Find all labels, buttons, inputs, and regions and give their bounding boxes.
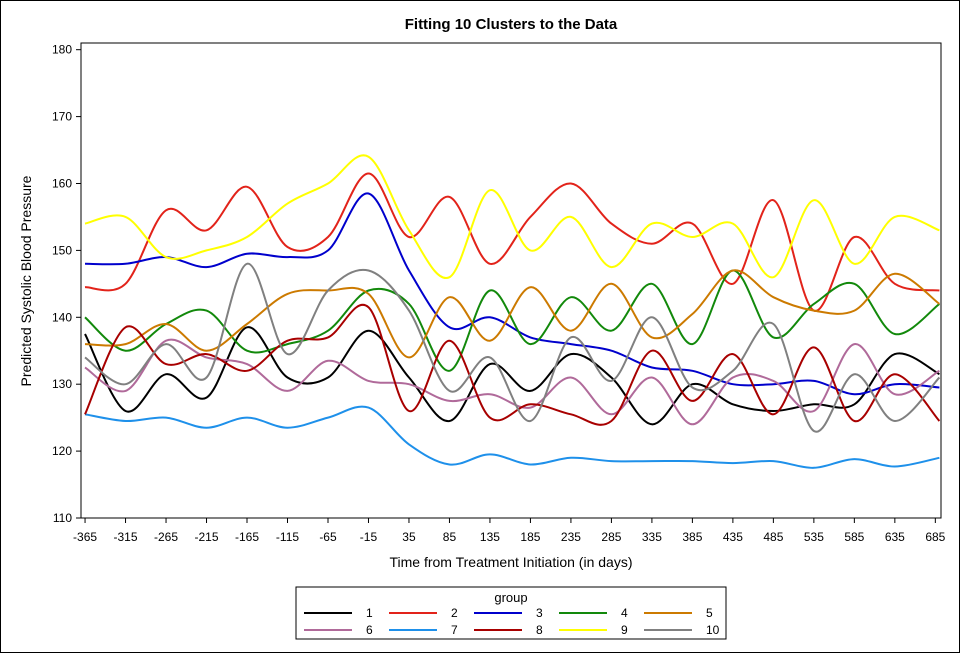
legend-items: 1 2 3 4 5 6 7 8 9 10: [304, 606, 720, 637]
legend-title: group: [494, 590, 527, 605]
x-tick-label: -315: [114, 530, 138, 544]
x-tick-label: -65: [319, 530, 337, 544]
series-line-9: [84, 154, 940, 279]
y-tick-label: 160: [52, 176, 72, 190]
plot-area: [80, 42, 942, 519]
y-tick-label: 130: [52, 377, 72, 391]
series-line-5: [84, 269, 941, 359]
legend-label-3: 3: [536, 606, 543, 620]
legend-label-1: 1: [366, 606, 373, 620]
x-tick-label: 585: [844, 530, 864, 544]
x-tick-label: 85: [443, 530, 457, 544]
chart-title: Fitting 10 Clusters to the Data: [405, 16, 618, 33]
x-tick-label: -365: [73, 530, 97, 544]
legend-label-10: 10: [706, 623, 720, 637]
x-tick-label: 185: [520, 530, 540, 544]
series-line-3: [84, 192, 940, 396]
x-tick-label: 335: [642, 530, 662, 544]
x-tick-label: -165: [235, 530, 259, 544]
x-tick-label: 685: [925, 530, 945, 544]
x-tick-label: -265: [154, 530, 178, 544]
legend-label-5: 5: [706, 606, 713, 620]
x-axis-label: Time from Treatment Initiation (in days): [389, 554, 632, 570]
series-line-4: [84, 269, 941, 372]
x-tick-label: 635: [885, 530, 905, 544]
y-tick-label: 180: [52, 43, 72, 57]
x-tick-label: 535: [804, 530, 824, 544]
y-axis-label: Predicted Systolic Blood Pressure: [18, 175, 34, 386]
legend-label-8: 8: [536, 623, 543, 637]
series-line-8: [84, 303, 941, 426]
x-tick-label: -215: [195, 530, 219, 544]
x-tick-label: 235: [561, 530, 581, 544]
legend-label-7: 7: [451, 623, 458, 637]
x-tick-label: 285: [601, 530, 621, 544]
y-tick-label: 150: [52, 243, 72, 257]
x-tick-label: 435: [723, 530, 743, 544]
y-tick-label: 170: [52, 110, 72, 124]
series-line-10: [84, 262, 941, 433]
legend: group 1 2 3 4 5 6 7 8 9 10: [295, 586, 727, 640]
x-tick-label: -15: [360, 530, 378, 544]
y-axis: 110 120 130 140 150 160 170 180: [52, 43, 81, 525]
series-line-1: [84, 326, 940, 426]
x-tick-label: -115: [276, 530, 299, 544]
x-tick-label: 35: [402, 530, 416, 544]
legend-label-9: 9: [621, 623, 628, 637]
y-tick-label: 140: [52, 310, 72, 324]
legend-label-6: 6: [366, 623, 373, 637]
x-tick-label: 485: [763, 530, 783, 544]
series-line-2: [84, 172, 940, 312]
legend-label-4: 4: [621, 606, 628, 620]
x-tick-label: 135: [480, 530, 500, 544]
series-lines: [84, 154, 941, 469]
y-tick-label: 120: [52, 444, 72, 458]
y-tick-label: 110: [53, 511, 72, 525]
legend-label-2: 2: [451, 606, 458, 620]
x-tick-label: 385: [682, 530, 702, 544]
series-line-7: [84, 405, 940, 469]
x-axis: -365 -315 -265 -215 -165 -115 -65 -15 35 85 135 185…: [73, 518, 946, 544]
